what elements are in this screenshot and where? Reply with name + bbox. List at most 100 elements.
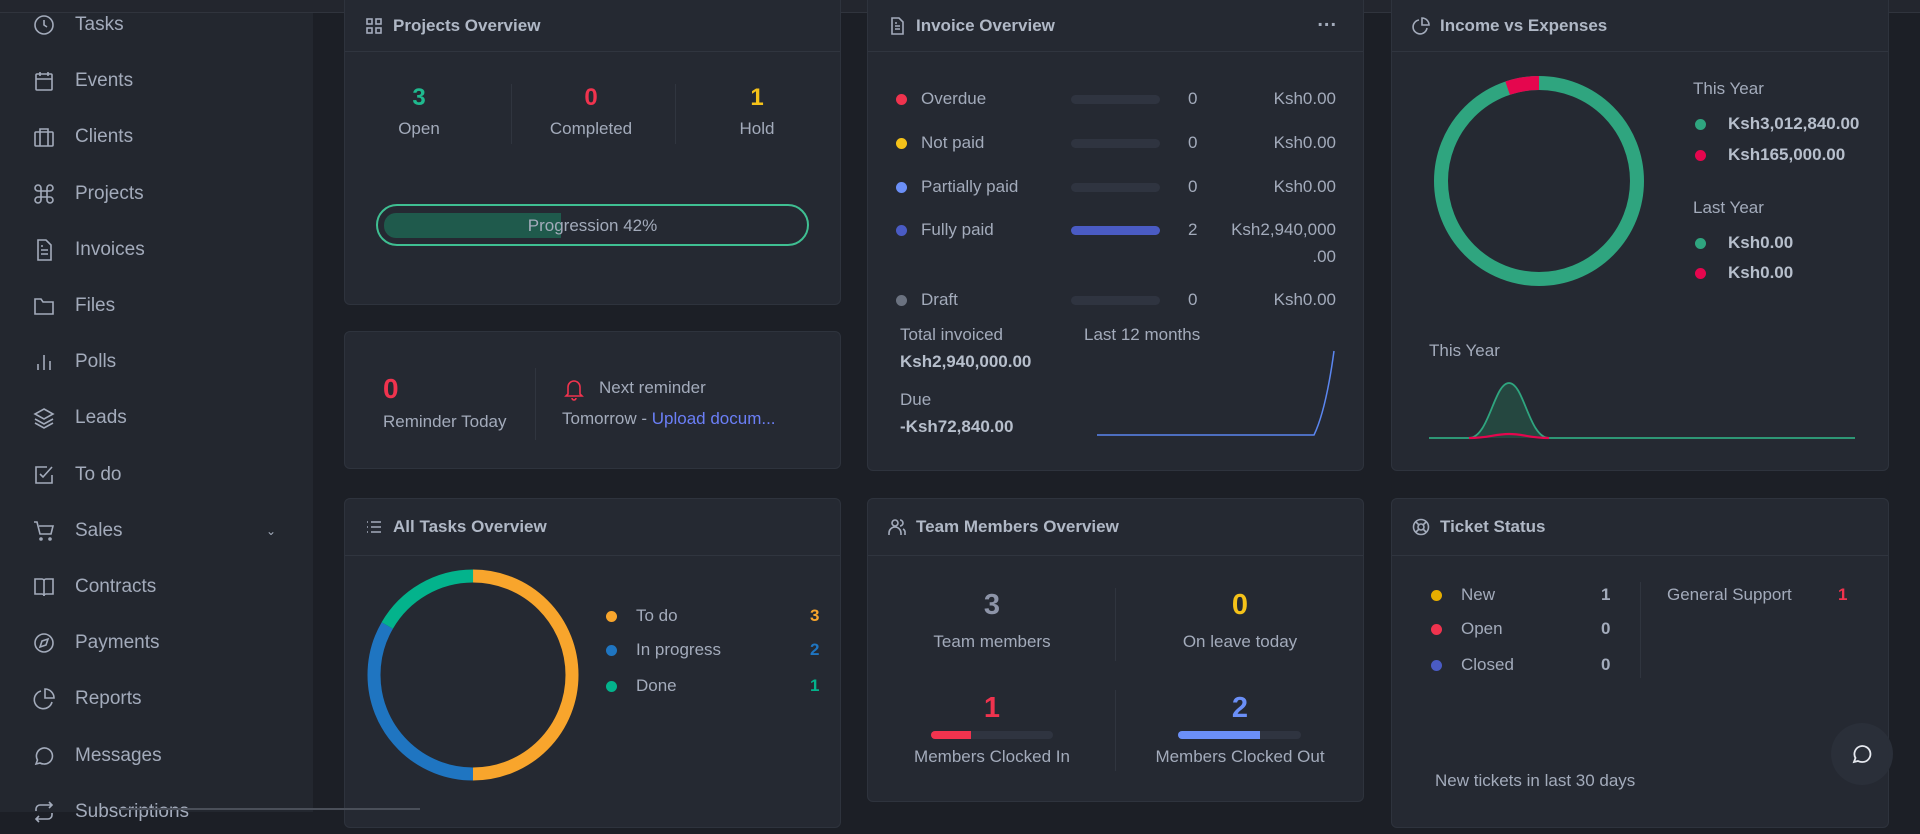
income-area-chart [1429,382,1855,440]
stat-open-value: 3 [412,84,426,111]
progress-label: Progression 42% [527,216,658,235]
sidebar-item-leads[interactable]: Leads [0,396,313,440]
reminder-today-label: Reminder Today [383,412,507,431]
legend-value: 3 [810,606,820,625]
divider [535,368,536,440]
total-invoiced-label: Total invoiced [900,325,1004,344]
invoice-status-label: Draft [921,290,958,309]
last-year-label: Last Year [1693,198,1764,217]
ticket-status-label: Closed [1461,655,1514,674]
income-segment [1434,76,1644,286]
chat-button[interactable] [1831,723,1893,785]
sidebar-item-tasks[interactable]: Tasks [0,3,313,47]
invoice-status-bar [1071,139,1160,148]
ticket-dot [1431,590,1442,601]
repeat-icon [34,801,54,823]
new-tickets-label: New tickets in last 30 days [1435,771,1636,790]
users-icon [888,519,906,535]
pie-chart-icon [1412,17,1430,35]
invoice-status-amount-cont: .00 [1312,247,1336,266]
invoice-status-bar [1071,183,1160,192]
invoice-sparkline [1097,350,1335,436]
card-title: Invoice Overview [916,16,1055,35]
reminder-card [344,331,841,469]
team-members-label: Team members [933,632,1051,651]
stat-completed-value: 0 [584,84,598,111]
expense-segment [1434,76,1644,286]
status-dot [896,225,907,236]
card-header: Team Members Overview [868,499,1363,556]
ticket-status-count: 0 [1601,655,1611,674]
life-buoy-icon [1412,518,1430,536]
last-year-expense: Ksh0.00 [1728,263,1794,282]
sidebar-item-reports[interactable]: Reports [0,677,313,721]
clocked-out-label: Members Clocked Out [1155,747,1325,766]
sidebar-item-projects[interactable]: Projects [0,172,313,216]
this-year-label: This Year [1693,79,1764,98]
invoice-status-bar [1071,296,1160,305]
invoice-status-amount: Ksh2,940,000 [1231,220,1336,239]
sidebar-item-files[interactable]: Files [0,284,313,328]
sidebar-item-sales[interactable]: Sales ⌄ [0,509,313,553]
status-dot [896,182,907,193]
invoice-status-count: 0 [1188,89,1198,108]
legend-label: In progress [636,640,722,659]
expense-dot [1695,150,1706,161]
pie-chart-icon [33,688,55,710]
sidebar-item-polls[interactable]: Polls [0,340,313,384]
card-title: Ticket Status [1440,517,1546,536]
sidebar-item-messages[interactable]: Messages [0,734,313,778]
more-options-button[interactable]: ... [1317,9,1337,31]
expense-line [1468,432,1550,440]
stat-hold-value: 1 [750,84,764,111]
general-support-count: 1 [1838,585,1848,604]
sidebar-item-to-do[interactable]: To do [0,453,313,497]
on-leave-count: 0 [1231,589,1249,621]
this-year-income: Ksh3,012,840.00 [1728,114,1860,133]
divider [1115,690,1116,771]
invoice-status-count: 0 [1188,290,1198,309]
sidebar-item-contracts[interactable]: Contracts [0,565,313,609]
horizontal-scrollbar[interactable] [120,808,420,810]
clocked-in-bar [931,731,1053,739]
legend-dot [606,645,617,656]
invoice-status-amount: Ksh0.00 [1273,177,1336,196]
status-dot [896,138,907,149]
ticket-dot [1431,660,1442,671]
invoice-status-amount: Ksh0.00 [1273,290,1336,309]
invoice-status-label: Not paid [921,133,985,152]
bar-chart-icon [37,355,51,371]
sidebar-item-payments[interactable]: Payments [0,621,313,665]
invoice-status-amount: Ksh0.00 [1273,89,1336,108]
invoice-status-label: Overdue [921,89,987,108]
sidebar-item-events[interactable]: Events [0,59,313,103]
message-circle-icon [1852,745,1872,764]
expense-dot [1695,268,1706,279]
file-text-icon [891,17,904,35]
invoice-status-bar [1071,226,1160,235]
income-line [1429,382,1855,439]
card-title: All Tasks Overview [393,517,547,536]
clocked-out-bar [1178,731,1301,739]
invoice-status-count: 0 [1188,177,1198,196]
sidebar-item-invoices[interactable]: Invoices [0,228,313,272]
legend-value: 1 [810,676,820,695]
this-year-expense: Ksh165,000.00 [1728,145,1846,164]
message-circle-icon [34,746,54,765]
card-header: Ticket Status [1392,499,1888,556]
command-icon [34,183,54,204]
invoice-status-label: Fully paid [921,220,994,239]
next-reminder-label: Next reminder [599,378,706,397]
tasks-donut [367,569,579,781]
card-header: Income vs Expenses [1392,1,1888,52]
income-area [1429,383,1549,438]
folder-icon [34,298,54,315]
chevron-down-icon[interactable]: ⌄ [266,523,277,538]
reminder-link[interactable]: Upload docum... [651,409,776,428]
list-icon [367,521,381,533]
invoice-overview-card: Invoice Overview ... [867,0,1364,471]
divider [1115,588,1116,661]
invoice-status-count: 2 [1188,220,1198,239]
card-header: All Tasks Overview [345,499,840,556]
sidebar-item-clients[interactable]: Clients [0,115,313,159]
